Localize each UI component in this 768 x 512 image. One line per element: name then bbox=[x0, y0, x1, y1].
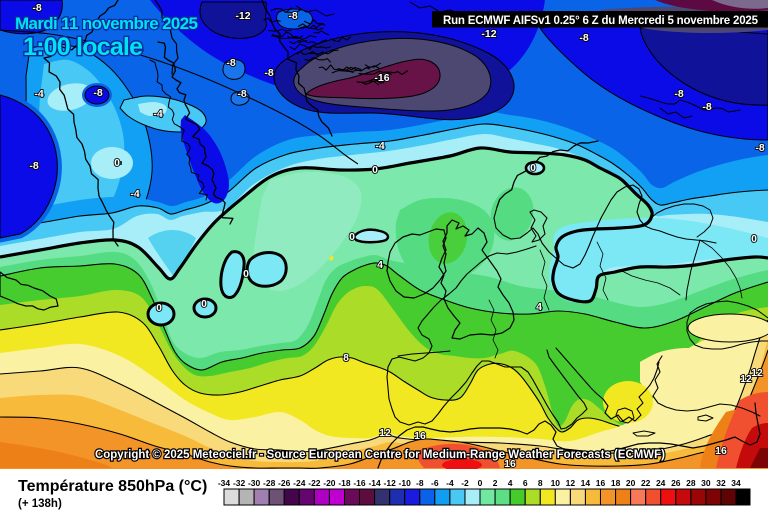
svg-text:-4: -4 bbox=[153, 108, 162, 120]
svg-text:-12: -12 bbox=[235, 10, 250, 22]
svg-text:-8: -8 bbox=[288, 10, 297, 22]
svg-text:-2: -2 bbox=[461, 478, 469, 488]
svg-text:20: 20 bbox=[626, 478, 636, 488]
svg-text:6: 6 bbox=[523, 478, 528, 488]
svg-text:0: 0 bbox=[156, 302, 162, 314]
svg-text:8: 8 bbox=[538, 478, 543, 488]
svg-text:0: 0 bbox=[478, 478, 483, 488]
svg-text:0: 0 bbox=[751, 233, 757, 245]
svg-text:0: 0 bbox=[114, 157, 120, 169]
svg-text:16: 16 bbox=[715, 445, 727, 457]
svg-text:-8: -8 bbox=[416, 478, 424, 488]
svg-text:18: 18 bbox=[611, 478, 621, 488]
svg-text:14: 14 bbox=[581, 478, 591, 488]
svg-text:28: 28 bbox=[686, 478, 696, 488]
svg-text:-28: -28 bbox=[263, 478, 276, 488]
svg-text:-16: -16 bbox=[374, 72, 389, 84]
svg-text:0: 0 bbox=[349, 231, 355, 243]
svg-text:-32: -32 bbox=[233, 478, 246, 488]
svg-text:0: 0 bbox=[530, 162, 536, 174]
svg-text:-18: -18 bbox=[338, 478, 351, 488]
svg-text:-12: -12 bbox=[384, 478, 397, 488]
svg-text:16: 16 bbox=[504, 458, 516, 470]
svg-text:-8: -8 bbox=[264, 67, 273, 79]
svg-text:-8: -8 bbox=[702, 101, 711, 113]
svg-text:26: 26 bbox=[671, 478, 681, 488]
svg-text:8: 8 bbox=[343, 352, 349, 364]
svg-text:16: 16 bbox=[414, 430, 426, 442]
svg-text:-4: -4 bbox=[34, 88, 43, 100]
svg-text:-12: -12 bbox=[481, 28, 496, 40]
svg-text:4: 4 bbox=[377, 259, 383, 271]
svg-text:-34: -34 bbox=[218, 478, 231, 488]
svg-text:-10: -10 bbox=[399, 478, 412, 488]
svg-text:12: 12 bbox=[379, 427, 391, 439]
svg-text:12: 12 bbox=[740, 373, 752, 385]
svg-text:4: 4 bbox=[508, 478, 513, 488]
svg-text:2: 2 bbox=[493, 478, 498, 488]
svg-text:22: 22 bbox=[641, 478, 651, 488]
svg-text:-4: -4 bbox=[130, 188, 139, 200]
svg-text:-8: -8 bbox=[226, 57, 235, 69]
svg-text:Copyright © 2025 Meteociel.fr: Copyright © 2025 Meteociel.fr - Source E… bbox=[95, 449, 665, 461]
svg-text:12: 12 bbox=[751, 367, 763, 379]
svg-text:-8: -8 bbox=[93, 87, 102, 99]
svg-text:34: 34 bbox=[731, 478, 741, 488]
svg-text:4: 4 bbox=[536, 301, 542, 313]
svg-text:-6: -6 bbox=[431, 478, 439, 488]
svg-text:24: 24 bbox=[656, 478, 666, 488]
svg-text:-8: -8 bbox=[755, 142, 764, 154]
svg-text:-8: -8 bbox=[237, 88, 246, 100]
svg-text:-8: -8 bbox=[674, 88, 683, 100]
svg-text:-8: -8 bbox=[579, 32, 588, 44]
svg-text:(+ 138h): (+ 138h) bbox=[18, 498, 62, 510]
svg-text:30: 30 bbox=[701, 478, 711, 488]
svg-text:0: 0 bbox=[201, 298, 207, 310]
svg-text:-4: -4 bbox=[446, 478, 454, 488]
svg-text:-20: -20 bbox=[323, 478, 336, 488]
svg-text:-22: -22 bbox=[308, 478, 321, 488]
svg-text:16: 16 bbox=[596, 478, 606, 488]
svg-text:32: 32 bbox=[716, 478, 726, 488]
svg-text:1:00 locale: 1:00 locale bbox=[23, 33, 143, 61]
svg-text:-14: -14 bbox=[368, 478, 381, 488]
svg-text:-30: -30 bbox=[248, 478, 261, 488]
svg-text:-8: -8 bbox=[29, 160, 38, 172]
svg-text:0: 0 bbox=[372, 164, 378, 176]
svg-text:-26: -26 bbox=[278, 478, 291, 488]
svg-text:10: 10 bbox=[551, 478, 561, 488]
svg-text:-4: -4 bbox=[375, 140, 384, 152]
svg-text:-16: -16 bbox=[353, 478, 366, 488]
svg-text:-8: -8 bbox=[32, 2, 41, 14]
svg-text:Température 850hPa (°C): Température 850hPa (°C) bbox=[18, 478, 207, 495]
svg-text:-24: -24 bbox=[293, 478, 306, 488]
svg-text:12: 12 bbox=[566, 478, 576, 488]
svg-text:0: 0 bbox=[243, 268, 249, 280]
svg-text:Mardi 11 novembre 2025: Mardi 11 novembre 2025 bbox=[15, 14, 198, 33]
svg-text:Run ECMWF AIFSv1 0.25° 6 Z du: Run ECMWF AIFSv1 0.25° 6 Z du Mercredi 5… bbox=[443, 15, 759, 27]
